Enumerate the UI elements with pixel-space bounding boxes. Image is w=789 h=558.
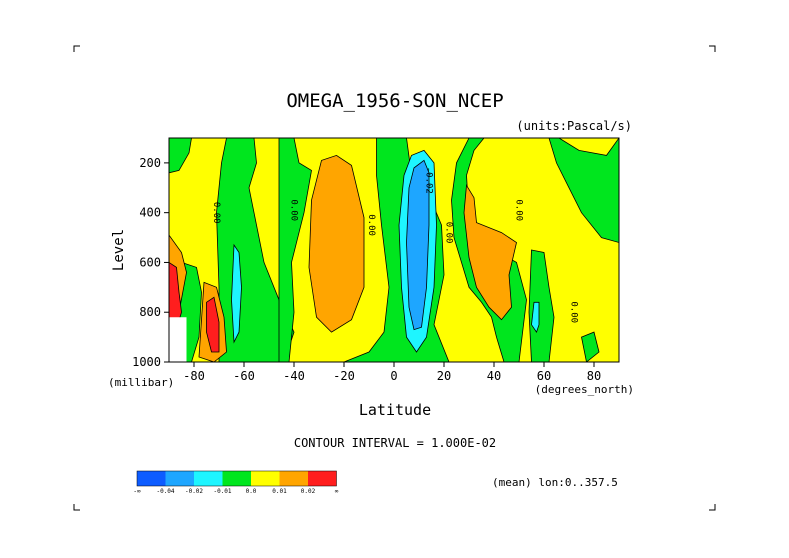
region-green-d — [528, 249, 555, 362]
colorbar-frame — [136, 470, 337, 487]
x-axis: -80 -60 -40 -20 0 20 40 60 80 — [183, 362, 601, 383]
colorbar-tick-label: -0.02 — [185, 488, 203, 495]
units-label: (units:Pascal/s) — [516, 119, 632, 133]
y-axis: 200 400 600 800 1000 — [132, 156, 169, 369]
y-axis-label: Level — [111, 229, 127, 271]
colorbar-swatch — [279, 471, 308, 486]
x-tick-label: -80 — [183, 369, 205, 383]
mean-text: (mean) lon:0..357.5 — [492, 476, 618, 489]
chart-title: OMEGA_1956-SON_NCEP — [286, 90, 503, 112]
x-tick-label: 60 — [537, 369, 551, 383]
region-blue-core — [406, 159, 430, 331]
x-tick-label: 0 — [390, 369, 397, 383]
y-tick-label: 1000 — [132, 355, 161, 369]
x-axis-units: (degrees_north) — [535, 383, 634, 396]
colorbar-tick-label: 0.01 — [272, 488, 287, 495]
plot-area: 0.00 0.00 0.00 -0.02 0.00 0.00 0.00 — [168, 137, 620, 363]
colorbar-swatch — [165, 471, 194, 486]
region-cyan-north — [531, 301, 540, 333]
colorbar-tick-label: ∞ — [335, 488, 339, 495]
region-red-a — [206, 296, 220, 353]
colorbar-tick-label: -∞ — [133, 488, 141, 495]
x-axis-label: Latitude — [359, 401, 431, 419]
region-green-a2 — [278, 138, 312, 362]
colorbar-tick-label: -0.04 — [156, 488, 174, 495]
y-tick-label: 400 — [139, 206, 161, 220]
y-axis-units: (millibar) — [108, 376, 174, 389]
colorbar-swatch — [194, 471, 223, 486]
colorbar-swatch — [308, 471, 337, 486]
colorbar-swatch — [222, 471, 251, 486]
contour-label: 0.00 — [211, 202, 221, 224]
contour-label: 0.00 — [569, 301, 579, 323]
corner-marks — [73, 45, 716, 511]
colorbar: -∞ -0.04 -0.02 -0.01 0.0 0.01 0.02 ∞ — [133, 470, 339, 495]
colorbar-swatch — [251, 471, 280, 486]
colorbar-swatch — [137, 471, 166, 486]
y-tick-label: 800 — [139, 305, 161, 319]
region-missing-data — [169, 317, 187, 362]
x-tick-label: -20 — [333, 369, 355, 383]
colorbar-tick-label: 0.02 — [301, 488, 316, 495]
colorbar-tick-label: 0.0 — [246, 488, 257, 495]
y-tick-label: 200 — [139, 156, 161, 170]
region-green-se — [581, 331, 600, 362]
region-green-ne — [514, 138, 619, 243]
colorbar-tick-label: -0.01 — [213, 488, 231, 495]
region-orange-north — [463, 184, 517, 321]
contour-label: 0.00 — [289, 199, 299, 221]
y-tick-label: 600 — [139, 255, 161, 269]
contour-label: 0.00 — [514, 199, 524, 221]
contour-label: 0.00 — [366, 214, 376, 236]
x-tick-label: -40 — [283, 369, 305, 383]
contour-label: -0.02 — [424, 167, 434, 194]
x-tick-label: 80 — [587, 369, 601, 383]
region-cyan-south — [231, 243, 242, 344]
contour-interval-text: CONTOUR INTERVAL = 1.000E-02 — [294, 436, 496, 450]
x-tick-label: 20 — [437, 369, 451, 383]
region-green-nw — [169, 138, 192, 174]
x-tick-label: 40 — [487, 369, 501, 383]
contour-label: 0.00 — [444, 222, 454, 244]
contour-fill-group: 0.00 0.00 0.00 -0.02 0.00 0.00 0.00 — [169, 138, 619, 362]
region-orange-south — [308, 154, 365, 333]
x-tick-label: -60 — [233, 369, 255, 383]
